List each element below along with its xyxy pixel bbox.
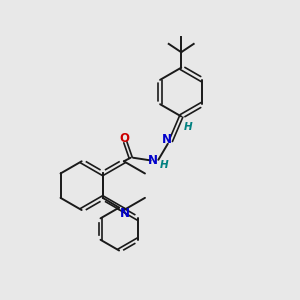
Text: H: H xyxy=(183,122,192,132)
Text: N: N xyxy=(119,207,129,220)
Text: N: N xyxy=(162,134,172,146)
Text: O: O xyxy=(119,132,129,145)
Text: H: H xyxy=(160,160,169,170)
Text: N: N xyxy=(148,154,158,167)
